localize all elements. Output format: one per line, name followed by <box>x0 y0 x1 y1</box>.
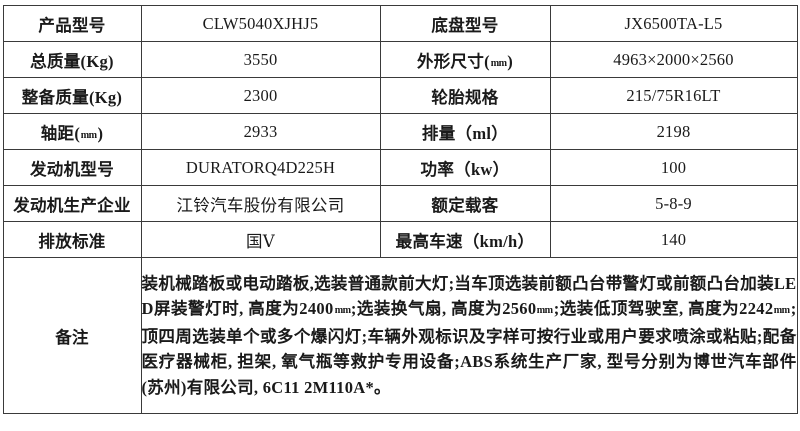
value-text: DURATORQ4D225H <box>185 157 336 177</box>
row-label-product-model: 产品型号 <box>2 5 142 42</box>
label-text: 轴距(mm) <box>40 123 104 143</box>
row-label-rated-passengers: 额定载客 <box>379 185 551 222</box>
label-text: 轮胎规格 <box>431 87 499 107</box>
label-text: 排放标准 <box>38 231 106 251</box>
label-text: 发动机生产企业 <box>13 195 131 215</box>
row-label-engine-model: 发动机型号 <box>2 149 142 186</box>
label-text: 外形尺寸(mm) <box>416 51 514 71</box>
row-label-dimensions: 外形尺寸(mm) <box>379 41 551 78</box>
label-text: 发动机型号 <box>30 159 114 179</box>
value-text: 国Ⅴ <box>245 231 276 251</box>
table-row: 产品型号 CLW5040XJHJ5 底盘型号 JX6500TA-L5 <box>2 5 798 42</box>
label-text: 产品型号 <box>38 15 106 35</box>
row-value-max-speed: 140 <box>549 221 798 258</box>
row-label-displacement: 排量（ml） <box>379 113 551 150</box>
label-text: 总质量(Kg) <box>30 51 114 71</box>
row-value-rated-passengers: 5-8-9 <box>549 185 798 222</box>
row-value-remarks: 装机械踏板或电动踏板,选装普通款前大灯;当车顶选装前额凸台带警灯或前额凸台加装L… <box>140 257 798 414</box>
value-text: 江铃汽车股份有限公司 <box>176 195 345 215</box>
table-row-remarks: 备注 装机械踏板或电动踏板,选装普通款前大灯;当车顶选装前额凸台带警灯或前额凸台… <box>2 257 798 414</box>
row-value-displacement: 2198 <box>549 113 798 150</box>
label-text: 底盘型号 <box>431 15 499 35</box>
value-text: 140 <box>660 229 687 249</box>
label-text: 备注 <box>55 327 89 347</box>
value-text: 4963×2000×2560 <box>613 49 734 69</box>
value-text: 215/75R16LT <box>626 85 721 105</box>
row-label-wheelbase: 轴距(mm) <box>2 113 142 150</box>
row-value-engine-model: DURATORQ4D225H <box>140 149 381 186</box>
row-value-power: 100 <box>549 149 798 186</box>
row-value-curb-mass: 2300 <box>140 77 381 114</box>
row-label-max-speed: 最高车速（km/h） <box>379 221 551 258</box>
value-text: 2198 <box>656 121 691 141</box>
table-row: 整备质量(Kg) 2300 轮胎规格 215/75R16LT <box>2 77 798 114</box>
remarks-text: 装机械踏板或电动踏板,选装普通款前大灯;当车顶选装前额凸台带警灯或前额凸台加装L… <box>141 273 797 397</box>
label-text: 额定载客 <box>431 195 499 215</box>
label-text: 最高车速（km/h） <box>395 231 535 251</box>
row-value-emission-standard: 国Ⅴ <box>140 221 381 258</box>
row-label-chassis-model: 底盘型号 <box>379 5 551 42</box>
row-value-chassis-model: JX6500TA-L5 <box>549 5 798 42</box>
row-value-wheelbase: 2933 <box>140 113 381 150</box>
value-text: 100 <box>660 157 687 177</box>
row-label-tire-spec: 轮胎规格 <box>379 77 551 114</box>
row-value-tire-spec: 215/75R16LT <box>549 77 798 114</box>
row-value-dimensions: 4963×2000×2560 <box>549 41 798 78</box>
label-text: 排量（ml） <box>421 123 509 143</box>
row-label-gross-mass: 总质量(Kg) <box>2 41 142 78</box>
vehicle-spec-table: 产品型号 CLW5040XJHJ5 底盘型号 JX6500TA-L5 总质量(K… <box>2 5 798 414</box>
value-text: 5-8-9 <box>655 193 692 213</box>
table-row: 轴距(mm) 2933 排量（ml） 2198 <box>2 113 798 150</box>
row-value-engine-manufacturer: 江铃汽车股份有限公司 <box>140 185 381 222</box>
row-value-gross-mass: 3550 <box>140 41 381 78</box>
value-text: CLW5040XJHJ5 <box>202 13 319 33</box>
table-row: 总质量(Kg) 3550 外形尺寸(mm) 4963×2000×2560 <box>2 41 798 78</box>
row-value-product-model: CLW5040XJHJ5 <box>140 5 381 42</box>
row-label-curb-mass: 整备质量(Kg) <box>2 77 142 114</box>
value-text: 2933 <box>243 121 278 141</box>
row-label-power: 功率（kw） <box>379 149 551 186</box>
label-text: 功率（kw） <box>420 159 510 179</box>
value-text: 2300 <box>243 85 278 105</box>
row-label-engine-manufacturer: 发动机生产企业 <box>2 185 142 222</box>
row-label-emission-standard: 排放标准 <box>2 221 142 258</box>
row-label-remarks: 备注 <box>2 257 142 414</box>
table-row: 发动机生产企业 江铃汽车股份有限公司 额定载客 5-8-9 <box>2 185 798 222</box>
label-text: 整备质量(Kg) <box>21 87 123 107</box>
value-text: 3550 <box>243 49 278 69</box>
table-row: 排放标准 国Ⅴ 最高车速（km/h） 140 <box>2 221 798 258</box>
value-text: JX6500TA-L5 <box>624 13 723 33</box>
table-row: 发动机型号 DURATORQ4D225H 功率（kw） 100 <box>2 149 798 186</box>
